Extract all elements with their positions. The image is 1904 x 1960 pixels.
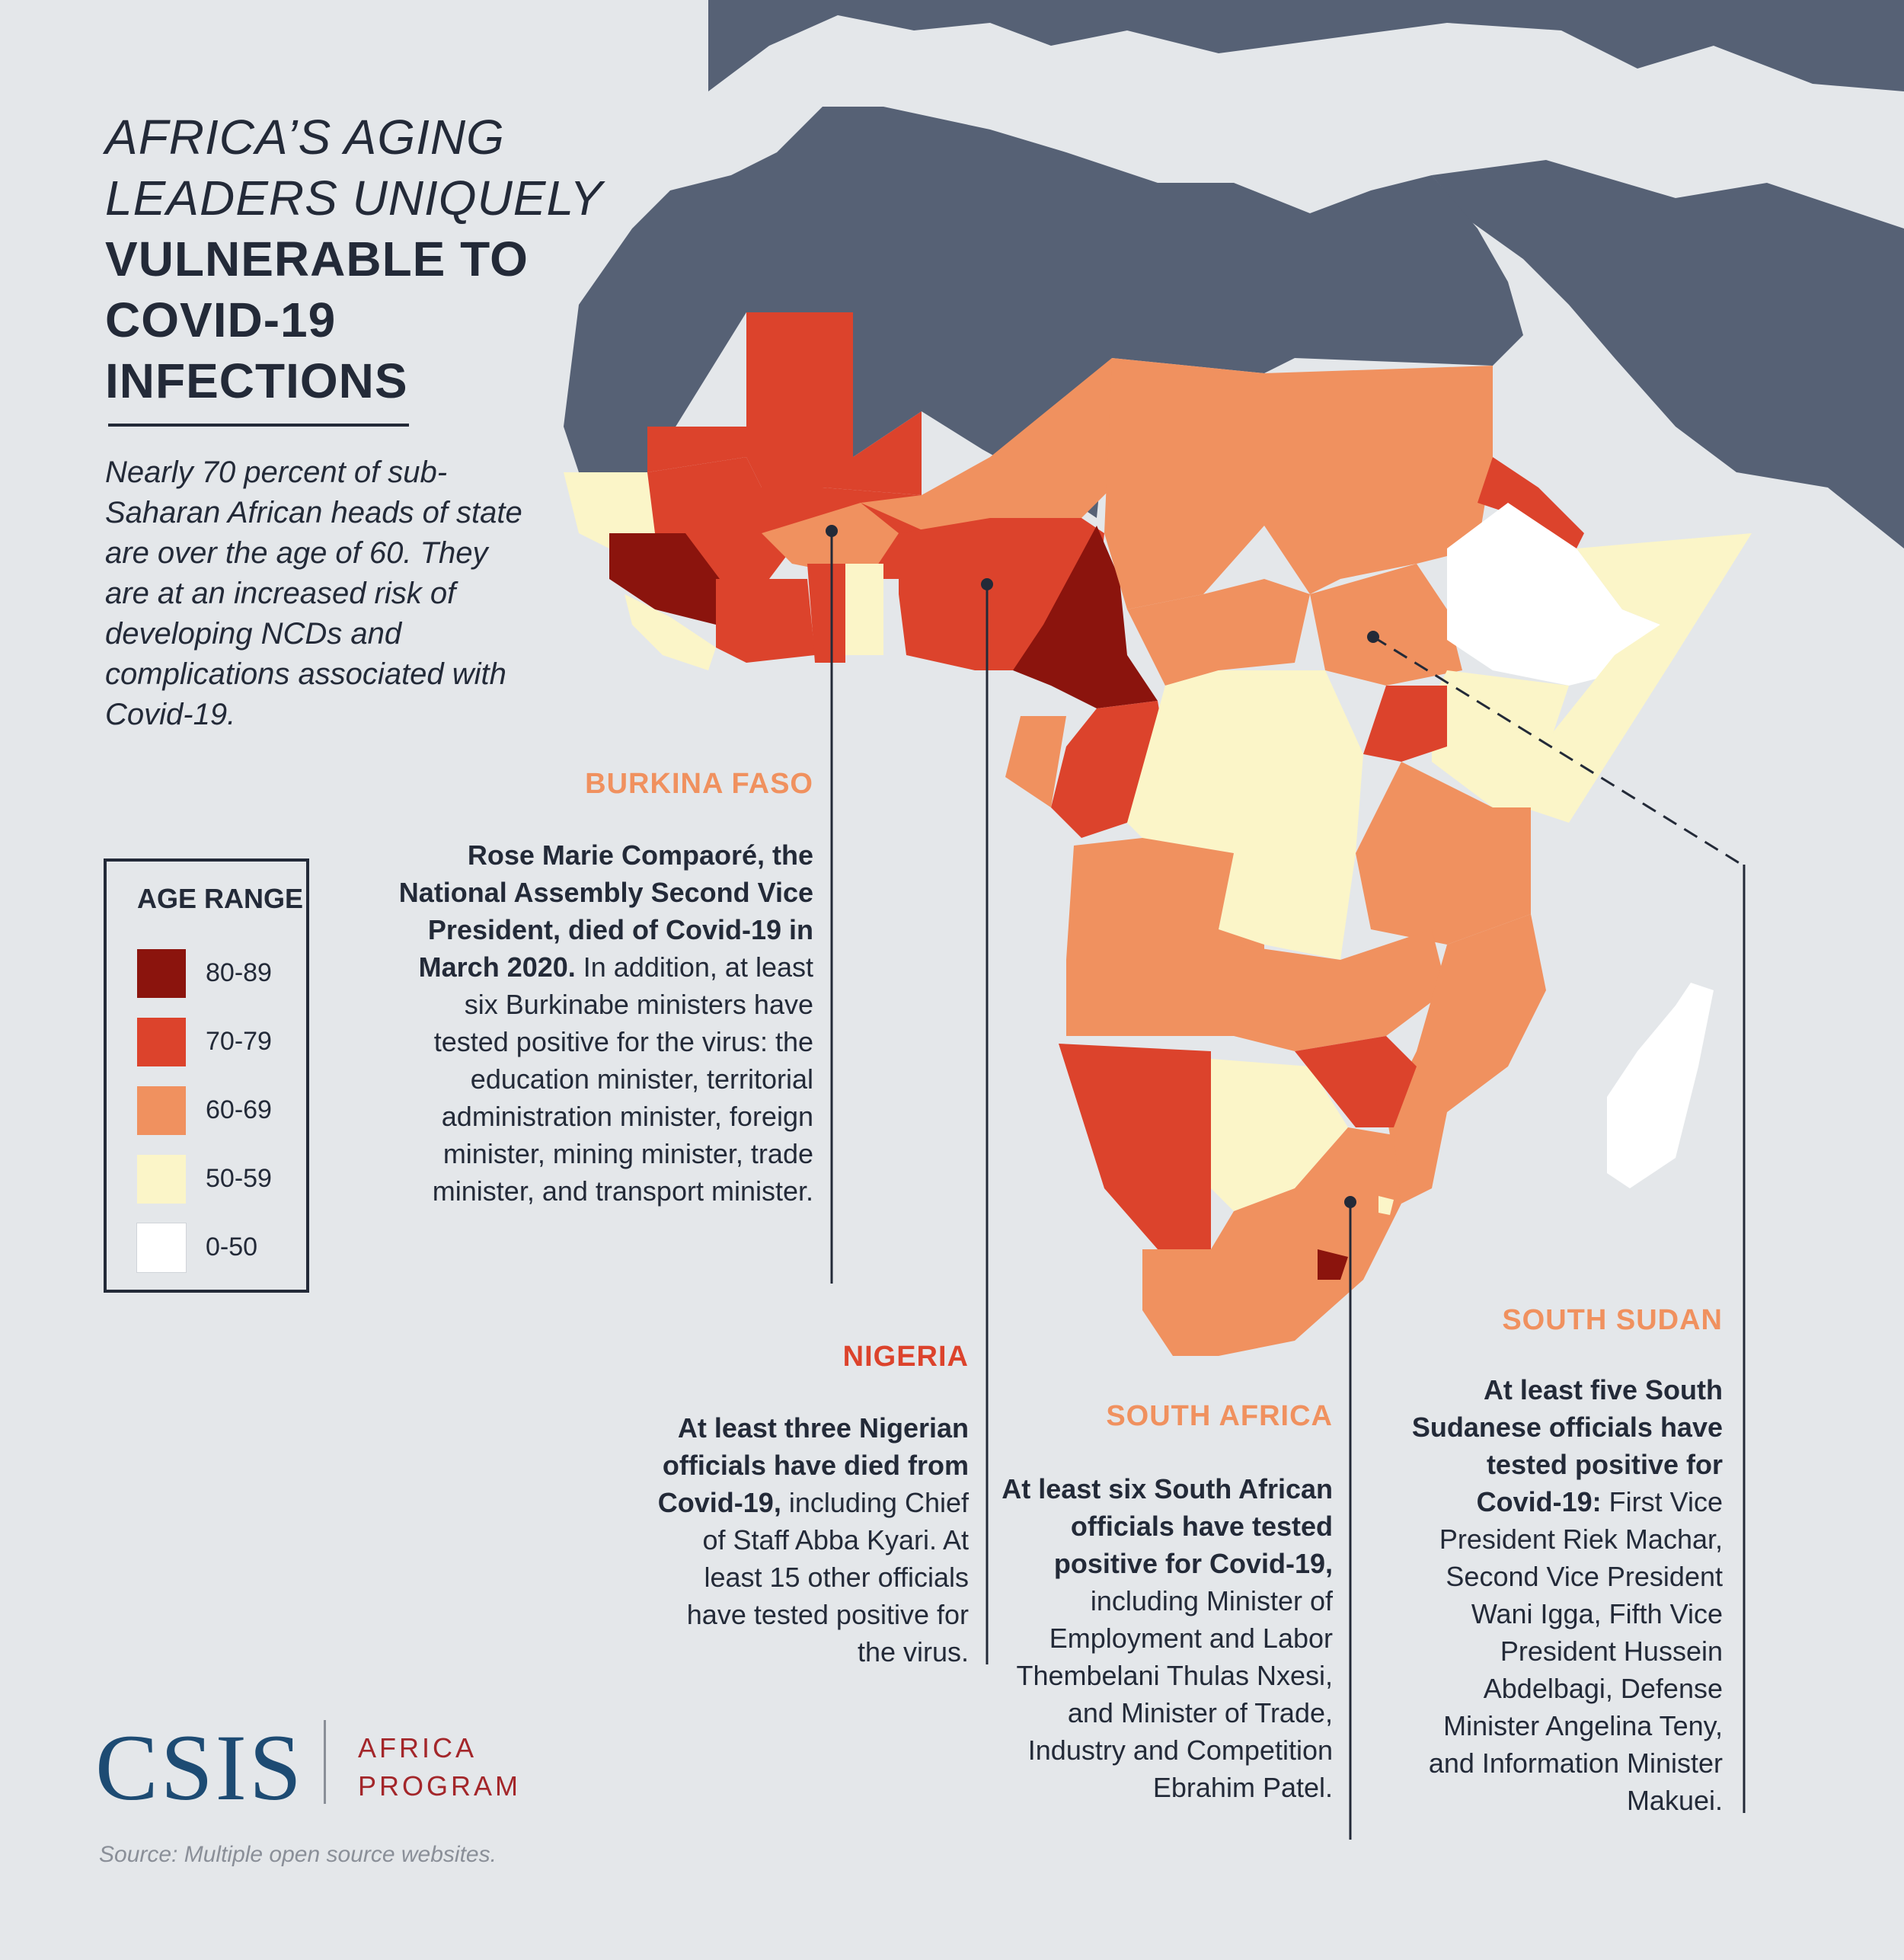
- legend-item-50-59: 50-59: [137, 1155, 289, 1204]
- ghana: [807, 564, 845, 663]
- program-line-2: PROGRAM: [358, 1770, 522, 1802]
- mozambique: [1386, 914, 1546, 1204]
- intro-text: Nearly 70 percent of sub-Saharan African…: [105, 456, 522, 731]
- legend-label: 60-69: [206, 1095, 272, 1124]
- guinea: [609, 533, 731, 625]
- madagascar: [1607, 983, 1714, 1188]
- legend-item-60-69: 60-69: [137, 1086, 289, 1135]
- eritrea: [1478, 457, 1584, 548]
- callout-body-south-sudan: At least five South Sudanese officials h…: [1403, 1371, 1723, 1819]
- title-block: AFRICA’S AGING LEADERS UNIQUELY VULNERAB…: [105, 107, 638, 411]
- namibia: [1059, 1044, 1211, 1249]
- botswana: [1211, 1059, 1348, 1211]
- program-name: AFRICA PROGRAM: [358, 1729, 521, 1805]
- togo-benin: [845, 564, 883, 655]
- car: [1127, 579, 1310, 686]
- title-line-1: AFRICA’S AGING: [105, 110, 505, 165]
- legend: AGE RANGE 80-89 70-79 60-69 50-59 0-50: [104, 858, 309, 1293]
- callout-heading-nigeria: NIGERIA: [842, 1341, 969, 1373]
- callout-bold: At least six South African officials hav…: [1002, 1473, 1333, 1579]
- angola: [1066, 838, 1264, 1036]
- legend-title: AGE RANGE: [137, 883, 304, 914]
- marker-south-africa: [1344, 1196, 1356, 1208]
- south-africa: [1142, 1127, 1401, 1356]
- callout-text: including Minister of Employment and Lab…: [1016, 1585, 1333, 1803]
- zimbabwe: [1295, 1036, 1417, 1127]
- title-line-3: VULNERABLE TO: [105, 232, 529, 286]
- cote-divoire: [716, 579, 815, 663]
- callout-text: In addition, at least six Burkinabe mini…: [432, 951, 813, 1207]
- legend-swatch: [137, 1018, 186, 1066]
- legend-swatch: [137, 949, 186, 998]
- europe-landmass: [708, 0, 1904, 91]
- title-line-2: LEADERS UNIQUELY: [105, 171, 603, 225]
- title-line-4: COVID-19: [105, 293, 337, 347]
- csis-logo: CSIS: [95, 1715, 304, 1820]
- callout-heading-south-sudan: SOUTH SUDAN: [1502, 1304, 1723, 1336]
- north-africa-landmass: [564, 107, 1523, 518]
- south-sudan: [1310, 564, 1462, 686]
- lesotho: [1318, 1249, 1348, 1280]
- ethiopia: [1447, 503, 1660, 686]
- cameroon: [1013, 526, 1158, 708]
- legend-label: 50-59: [206, 1164, 272, 1193]
- eq-guinea-region: [1005, 716, 1066, 807]
- niger: [861, 358, 1127, 533]
- source-note: Source: Multiple open source websites.: [99, 1842, 497, 1867]
- title-divider: [108, 424, 409, 427]
- callout-body-burkina-faso: Rose Marie Compaoré, the National Assemb…: [387, 836, 813, 1210]
- callout-bold: At least five South Sudanese officials h…: [1411, 1374, 1723, 1517]
- legend-swatch: [136, 1223, 187, 1273]
- legend-item-0-50: 0-50: [136, 1223, 289, 1273]
- callout-heading-burkina-faso: BURKINA FASO: [585, 768, 813, 800]
- title-line-5: INFECTIONS: [105, 353, 408, 408]
- legend-swatch: [137, 1086, 186, 1135]
- drc: [1127, 670, 1363, 960]
- somalia: [1523, 533, 1752, 823]
- chad: [1104, 358, 1264, 609]
- callout-body-nigeria: At least three Nigerian officials have d…: [649, 1409, 969, 1671]
- legend-item-80-89: 80-89: [137, 949, 289, 998]
- marker-nigeria: [981, 578, 993, 590]
- senegal-region: [564, 472, 655, 548]
- callout-heading-south-africa: SOUTH AFRICA: [1106, 1400, 1333, 1432]
- middle-east-landmass: [1432, 160, 1904, 548]
- uganda: [1363, 686, 1447, 762]
- zambia: [1234, 929, 1447, 1051]
- callout-bold: Rose Marie Compaoré, the National Assemb…: [398, 839, 813, 983]
- marker-burkina: [826, 525, 838, 537]
- legend-label: 0-50: [206, 1233, 258, 1261]
- legend-item-70-79: 70-79: [137, 1018, 289, 1066]
- marker-south-sudan: [1367, 631, 1379, 643]
- burkina-faso: [762, 503, 899, 579]
- tanzania: [1356, 762, 1531, 945]
- kenya: [1432, 670, 1569, 807]
- logo-divider: [324, 1720, 326, 1804]
- callout-bold: At least three Nigerian officials have d…: [657, 1412, 969, 1518]
- legend-swatch: [137, 1155, 186, 1204]
- legend-label: 80-89: [206, 958, 272, 987]
- legend-label: 70-79: [206, 1027, 272, 1056]
- callout-body-south-africa: At least six South African officials hav…: [990, 1470, 1333, 1806]
- mauritania: [647, 312, 922, 495]
- sudan: [1264, 366, 1493, 594]
- callout-text: including Chief of Staff Abba Kyari. At …: [686, 1487, 969, 1667]
- sierra-liberia: [625, 594, 716, 670]
- callout-text: First Vice President Riek Machar, Second…: [1428, 1486, 1723, 1816]
- program-line-1: AFRICA: [358, 1732, 478, 1763]
- eswatini: [1378, 1196, 1394, 1215]
